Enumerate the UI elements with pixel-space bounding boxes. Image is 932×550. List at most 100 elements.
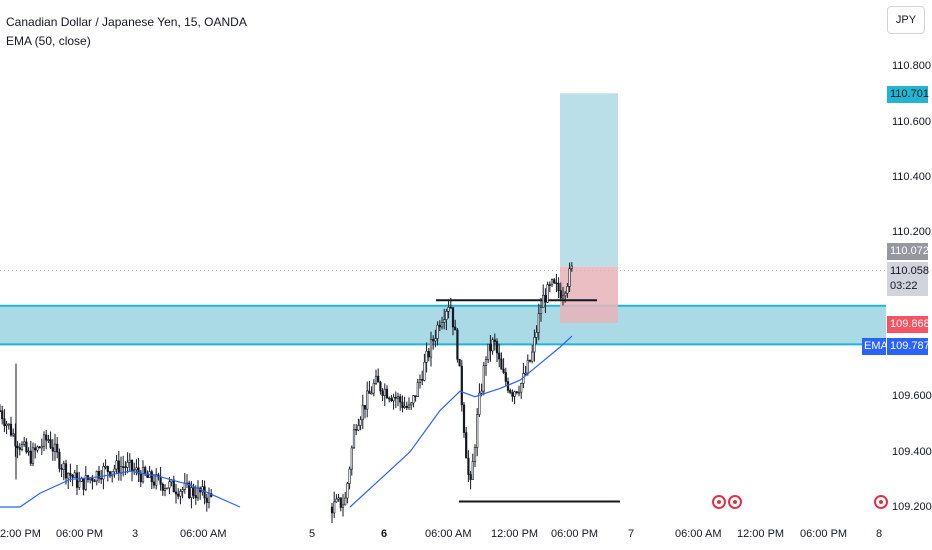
candle-body <box>100 478 103 480</box>
candle-body <box>482 365 485 392</box>
candle-body <box>20 443 24 450</box>
candle-body <box>141 467 145 483</box>
candle-body <box>509 390 512 393</box>
candle-body <box>374 375 378 384</box>
candle-body <box>394 396 397 399</box>
candle-body <box>144 467 147 475</box>
candle-body <box>440 322 444 328</box>
candle-body <box>467 457 470 475</box>
candle-body <box>495 341 499 354</box>
price-tick-label: 109.600 <box>892 390 932 402</box>
canada-flag-icon[interactable] <box>712 495 726 509</box>
candle-body <box>557 282 560 291</box>
candle-body <box>62 463 65 470</box>
candle-body <box>166 487 169 490</box>
candle-body <box>399 396 402 403</box>
candle-body <box>56 443 59 453</box>
stop-price-tag: 109.868 <box>887 316 930 333</box>
candle-body <box>93 480 96 483</box>
candle-body <box>548 284 551 286</box>
candle-body <box>504 372 507 382</box>
candle-body <box>383 388 386 396</box>
candle-body <box>469 474 472 480</box>
time-tick-label: 5 <box>309 528 316 540</box>
candle-body <box>108 471 112 477</box>
candle-body <box>533 337 536 353</box>
candle-body <box>388 397 391 400</box>
time-tick-label: 06:00 PM <box>800 528 848 540</box>
candle-body <box>550 279 554 286</box>
candle-body <box>403 405 406 408</box>
candle-body <box>174 491 178 495</box>
candle-body <box>5 423 8 426</box>
candle-body <box>192 487 195 496</box>
time-tick-label: 7 <box>628 528 635 540</box>
candle-body <box>359 419 362 426</box>
candle-body <box>346 483 349 499</box>
candle-body <box>333 501 336 514</box>
candle-body <box>69 472 72 476</box>
indicator-ema-label[interactable]: EMA (50, close) <box>6 34 91 48</box>
candle-body <box>45 434 48 441</box>
candle-body <box>104 466 107 468</box>
ema-price-tag: 109.787 <box>887 338 930 355</box>
candle-body <box>73 472 76 478</box>
candle-body <box>355 429 358 431</box>
candle-body <box>478 392 481 415</box>
candle-body <box>341 504 345 508</box>
candle-body <box>421 379 424 381</box>
candle-body <box>396 396 400 399</box>
candle-body <box>473 447 477 462</box>
candle-body <box>443 319 446 323</box>
candle-body <box>67 472 70 479</box>
candle-body <box>524 372 527 375</box>
candle-body <box>84 475 87 490</box>
time-tick-label: 12:00 PM <box>737 528 785 540</box>
candle-body <box>40 445 43 449</box>
candle-body <box>348 468 351 484</box>
candle-body <box>370 392 373 395</box>
candle-body <box>335 498 338 503</box>
candle-body <box>456 329 459 360</box>
target-price-tag: 110.701 <box>887 86 929 103</box>
candle-body <box>161 484 164 491</box>
candle-body <box>207 493 211 503</box>
candle-body <box>377 375 380 383</box>
candle-body <box>427 350 430 358</box>
candle-body <box>350 447 353 470</box>
candle-body <box>385 388 389 399</box>
candle-body <box>390 398 393 401</box>
candle-body <box>150 471 153 483</box>
time-tick-label: 8 <box>876 528 883 540</box>
canada-flag-icon[interactable] <box>874 495 888 509</box>
candle-body <box>487 343 490 360</box>
candle-body <box>517 391 521 394</box>
time-tick-label: 06:00 PM <box>551 528 599 540</box>
canada-flag-icon[interactable] <box>728 495 742 509</box>
time-tick-label: 06:00 AM <box>180 528 227 540</box>
candle-body <box>465 432 468 459</box>
candle-body <box>106 466 109 473</box>
candle-body <box>405 405 408 408</box>
symbol-title: Canadian Dollar / Japanese Yen, 15, OAND… <box>6 15 247 29</box>
candle-body <box>458 358 461 367</box>
candle-body <box>183 483 186 490</box>
candle-body <box>115 460 118 470</box>
candle-body <box>31 447 35 464</box>
candle-body <box>36 446 39 451</box>
candle-body <box>205 497 208 503</box>
candle-body <box>372 382 375 394</box>
candle-body <box>53 443 57 452</box>
candle-body <box>64 463 68 479</box>
candle-body <box>177 493 180 497</box>
candle-body <box>542 294 545 308</box>
candle-body <box>568 268 571 287</box>
candle-body <box>410 402 413 406</box>
candle-body <box>546 284 549 303</box>
candle-body <box>429 339 433 358</box>
currency-button[interactable]: JPY <box>887 6 925 34</box>
candle-body <box>535 332 538 338</box>
candle-body <box>555 282 558 285</box>
price-tick-label: 110.400 <box>892 171 931 183</box>
